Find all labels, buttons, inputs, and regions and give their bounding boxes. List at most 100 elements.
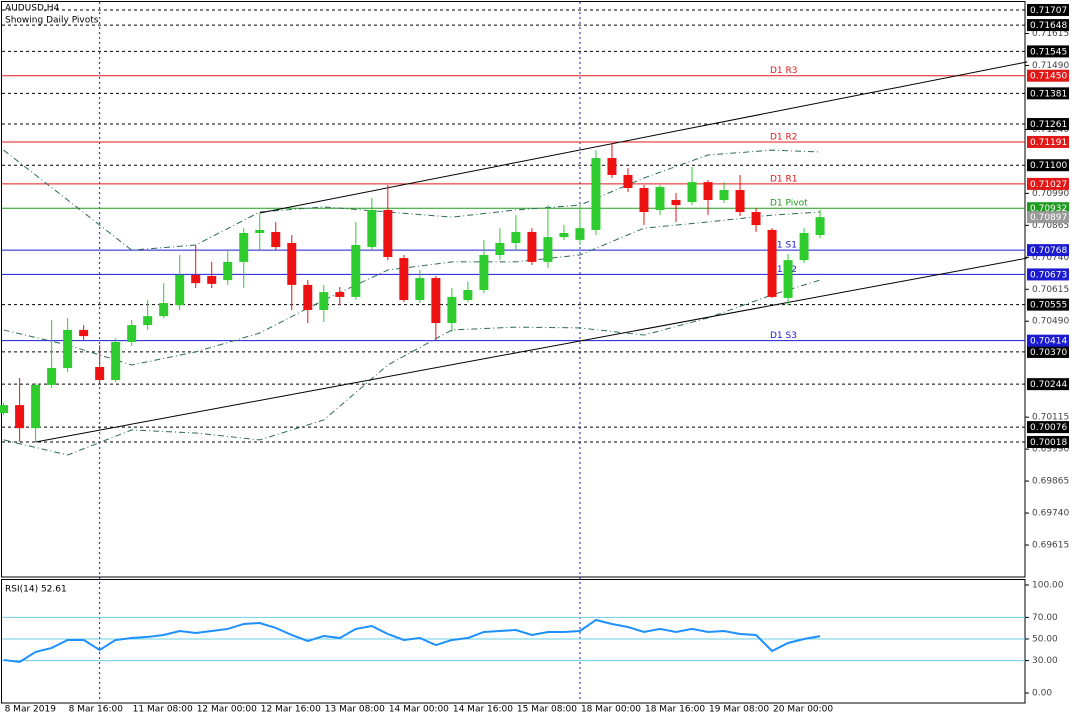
pivot-box	[1027, 244, 1069, 257]
x-tick-label: 18 Mar 00:00	[581, 705, 641, 715]
last-price-label: 0.70897	[1030, 213, 1067, 223]
candle-body	[735, 190, 745, 213]
candle-body	[223, 261, 233, 281]
y-tick-label: 0.70740	[1032, 253, 1069, 263]
x-tick-label: 12 Mar 00:00	[197, 705, 257, 715]
hline-label: 0.71707	[1030, 6, 1067, 16]
candle-body	[495, 242, 505, 255]
candle-body	[655, 186, 665, 210]
candle-body	[559, 232, 569, 238]
hline-box	[1027, 19, 1069, 32]
hline-box	[1027, 45, 1069, 58]
hline-label: 0.70370	[1030, 348, 1067, 358]
candle-body	[0, 405, 9, 414]
x-tick-label: 15 Mar 08:00	[517, 705, 577, 715]
pivot-name: D1 R3	[770, 66, 798, 76]
pivot-label: 0.70932	[1030, 204, 1067, 214]
pivot-name: D1 R2	[770, 132, 798, 142]
hline-box	[1027, 298, 1069, 311]
candle-body	[335, 292, 345, 297]
hline-label: 0.70018	[1030, 438, 1067, 448]
y-tick-label: 0.69865	[1032, 477, 1069, 487]
x-tick-label: 11 Mar 08:00	[133, 705, 193, 715]
candle-body	[367, 209, 377, 248]
pivot-name: D1 S1	[770, 241, 797, 251]
y-tick-label: 70.00	[1032, 613, 1058, 623]
candle-body	[239, 232, 249, 262]
candle-body	[143, 316, 153, 326]
pivot-box	[1027, 334, 1069, 347]
rsi-title: RSI(14) 52.61	[5, 585, 67, 595]
pivot-label: 0.70414	[1030, 337, 1067, 347]
hline-label: 0.71648	[1030, 21, 1067, 31]
candle-body	[111, 341, 121, 381]
candle-body	[703, 182, 713, 201]
pivot-name: D1 R1	[770, 174, 798, 184]
candle-body	[623, 174, 633, 188]
band-line	[3, 279, 821, 456]
hline-label: 0.70555	[1030, 301, 1067, 311]
chart-subtitle: Showing Daily Pivots	[5, 16, 99, 26]
candle-body	[127, 325, 137, 342]
pivot-box	[1027, 268, 1069, 281]
y-tick-label: 0.71615	[1032, 29, 1069, 39]
y-tick-label: 0.70490	[1032, 317, 1069, 327]
candle-body	[175, 274, 185, 306]
candle-body	[159, 303, 169, 317]
candle-body	[783, 260, 793, 298]
candle-body	[319, 292, 329, 310]
x-tick-label: 14 Mar 00:00	[389, 705, 449, 715]
candle-body	[415, 278, 425, 301]
hline-label: 0.71100	[1030, 161, 1067, 171]
candle-body	[351, 245, 361, 297]
y-tick-label: 0.70115	[1032, 413, 1069, 423]
candle-body	[431, 278, 441, 324]
band-line	[3, 211, 821, 366]
band-line	[3, 149, 821, 251]
candle-body	[687, 182, 697, 203]
candle-body	[255, 229, 265, 233]
hline-box	[1027, 435, 1069, 448]
x-tick-label: 8 Mar 16:00	[69, 705, 124, 715]
candle-body	[447, 296, 457, 324]
hline-box	[1027, 159, 1069, 172]
x-tick-label: 20 Mar 00:00	[773, 705, 833, 715]
y-tick-label: 0.69740	[1032, 509, 1069, 519]
candle-body	[399, 258, 409, 301]
candle-body	[543, 237, 553, 262]
candle-body	[799, 232, 809, 261]
pivot-name: D1 S3	[770, 331, 797, 341]
hline-label: 0.71545	[1030, 47, 1067, 57]
hline-label: 0.70244	[1030, 380, 1067, 390]
pivot-box	[1027, 177, 1069, 190]
candle-body	[303, 284, 313, 310]
rsi-line	[3, 618, 821, 664]
candle-body	[31, 384, 41, 429]
candle-body	[47, 368, 57, 385]
pivot-label: 0.71027	[1030, 180, 1067, 190]
pivot-name: D1 Pivot	[770, 199, 808, 209]
y-tick-label: 0.00	[1032, 688, 1052, 698]
hline-label: 0.71381	[1030, 89, 1067, 99]
candle-body	[383, 209, 393, 258]
x-tick-label: 8 Mar 2019	[5, 705, 57, 715]
y-tick-label: 0.69990	[1032, 445, 1069, 455]
pivot-box	[1027, 69, 1069, 82]
y-tick-label: 0.69615	[1032, 541, 1069, 551]
candle-body	[575, 228, 585, 240]
candle-body	[95, 367, 105, 381]
candle-body	[719, 190, 729, 201]
y-tick-label: 0.70865	[1032, 221, 1069, 231]
candle-body	[287, 242, 297, 285]
pivot-label: 0.70673	[1030, 270, 1067, 280]
candle-body	[767, 229, 777, 297]
candle-body	[671, 200, 681, 206]
candle-body	[527, 231, 537, 262]
pivot-name: D1 S2	[770, 265, 797, 275]
hline-box	[1027, 3, 1069, 16]
pivot-label: 0.71450	[1030, 72, 1067, 82]
pivot-label: 0.71191	[1030, 138, 1067, 148]
y-tick-label: 0.71490	[1032, 61, 1069, 71]
trend-line	[35, 257, 1028, 443]
